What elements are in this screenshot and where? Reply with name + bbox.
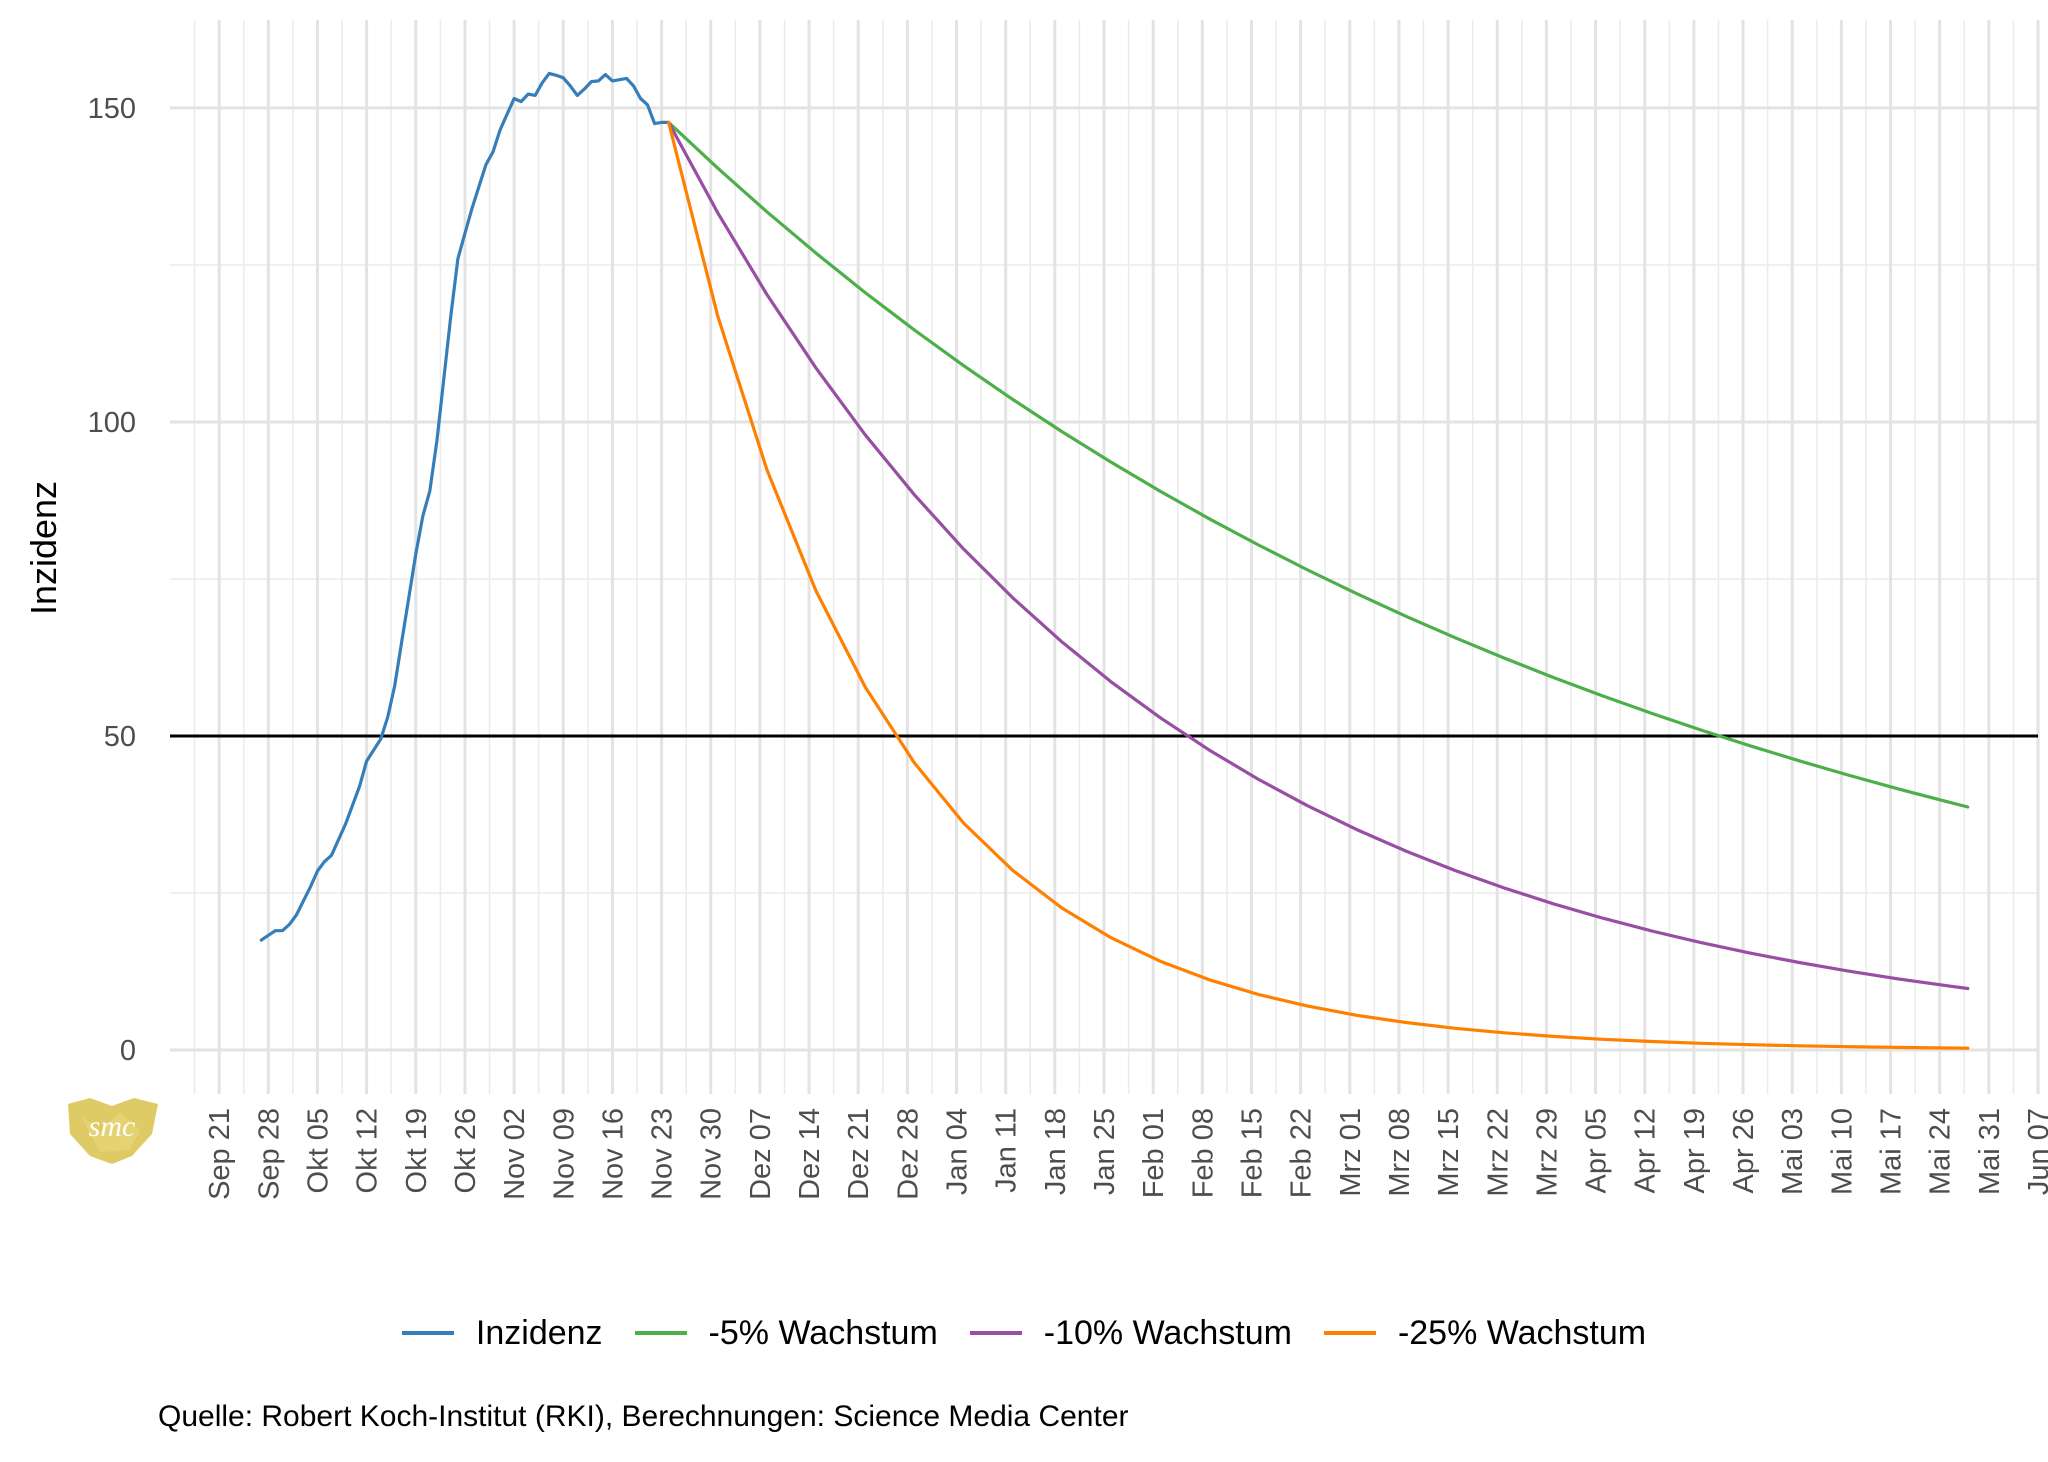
x-tick-label: Mai 31 — [1974, 1108, 2006, 1195]
series-line-5-wachstum — [667, 120, 1970, 809]
x-tick-label: Nov 02 — [499, 1108, 531, 1200]
x-tick-label: Mai 03 — [1777, 1108, 1809, 1195]
x-tick-label: Okt 12 — [352, 1108, 384, 1193]
legend: Inzidenz -5% Wachstum -10% Wachstum -25% Wa… — [0, 1308, 2048, 1358]
chart-svg: 0 50 100 150 Sep 21 Sep 28 Okt 05 Okt 12 Okt 19… — [23, 20, 2048, 1200]
smc-logo: smc — [60, 1094, 164, 1168]
x-tick-label: Jan 25 — [1089, 1108, 1121, 1195]
x-tick-label: Mrz 08 — [1384, 1108, 1416, 1197]
legend-label: -25% Wachstum — [1397, 1313, 1647, 1352]
x-tick-label: Mai 10 — [1826, 1108, 1858, 1195]
legend-label: -10% Wachstum — [1043, 1313, 1292, 1352]
svg-text:smc: smc — [89, 1110, 136, 1143]
y-tick-label: 0 — [120, 1035, 136, 1067]
x-tick-label: Sep 28 — [253, 1108, 285, 1200]
series-layer — [259, 71, 1970, 1050]
x-tick-label: Nov 09 — [548, 1108, 580, 1200]
x-tick-label: Dez 21 — [843, 1108, 875, 1200]
x-axis-ticks: Sep 21 Sep 28 Okt 05 Okt 12 Okt 19 Okt 26 Nov … — [204, 1108, 2048, 1200]
y-axis-title: Inzidenz — [23, 481, 64, 615]
x-tick-label: Dez 07 — [745, 1108, 777, 1200]
legend-item: -5% Wachstum — [634, 1313, 938, 1353]
x-tick-label: Nov 23 — [647, 1108, 679, 1200]
x-tick-label: Mrz 01 — [1335, 1108, 1367, 1197]
x-tick-label: Mrz 22 — [1482, 1108, 1514, 1197]
series-line-inzidenz — [259, 71, 671, 942]
y-tick-label: 150 — [88, 93, 136, 125]
x-tick-label: Feb 08 — [1187, 1108, 1219, 1198]
x-tick-label: Jun 07 — [2023, 1108, 2048, 1195]
x-tick-label: Feb 15 — [1237, 1108, 1269, 1198]
series-line-25-wachstum — [667, 120, 1970, 1050]
x-tick-label: Apr 12 — [1630, 1108, 1662, 1193]
legend-key — [969, 1331, 1022, 1335]
x-tick-label: Mai 24 — [1925, 1108, 1957, 1195]
x-tick-label: Mrz 29 — [1531, 1108, 1563, 1197]
x-tick-label: Dez 14 — [794, 1108, 826, 1200]
y-tick-label: 50 — [104, 721, 136, 753]
x-tick-label: Apr 26 — [1728, 1108, 1760, 1193]
x-tick-label: Feb 01 — [1138, 1108, 1170, 1198]
legend-label: Inzidenz — [475, 1313, 603, 1352]
series-line-10-wachstum — [667, 120, 1970, 991]
x-tick-label: Feb 22 — [1286, 1108, 1318, 1198]
caption: Quelle: Robert Koch-Institut (RKI), Bere… — [158, 1400, 1129, 1433]
legend-item: Inzidenz — [401, 1313, 603, 1353]
y-tick-label: 100 — [88, 407, 136, 439]
legend-key — [634, 1331, 687, 1335]
x-tick-label: Nov 30 — [696, 1108, 728, 1200]
x-tick-label: Okt 26 — [450, 1108, 482, 1193]
grid-major — [170, 20, 2040, 1094]
legend-item: -25% Wachstum — [1323, 1313, 1647, 1353]
legend-key — [1323, 1331, 1376, 1335]
x-tick-label: Okt 19 — [401, 1108, 433, 1193]
grid-minor — [170, 20, 2038, 1094]
x-tick-label: Dez 28 — [892, 1108, 924, 1200]
x-tick-label: Jan 11 — [991, 1108, 1023, 1193]
x-tick-label: Mai 17 — [1876, 1108, 1908, 1195]
y-axis-ticks: 0 50 100 150 — [88, 93, 136, 1067]
x-tick-label: Sep 21 — [204, 1108, 236, 1200]
x-tick-label: Jan 18 — [1040, 1108, 1072, 1195]
x-tick-label: Apr 19 — [1679, 1108, 1711, 1193]
legend-label: -5% Wachstum — [708, 1313, 938, 1352]
x-tick-label: Okt 05 — [303, 1108, 335, 1193]
legend-item: -10% Wachstum — [969, 1313, 1292, 1353]
x-tick-label: Jan 04 — [942, 1108, 974, 1195]
legend-key — [401, 1331, 454, 1335]
x-tick-label: Nov 16 — [597, 1108, 629, 1200]
x-tick-label: Mrz 15 — [1433, 1108, 1465, 1197]
x-tick-label: Apr 05 — [1581, 1108, 1613, 1193]
